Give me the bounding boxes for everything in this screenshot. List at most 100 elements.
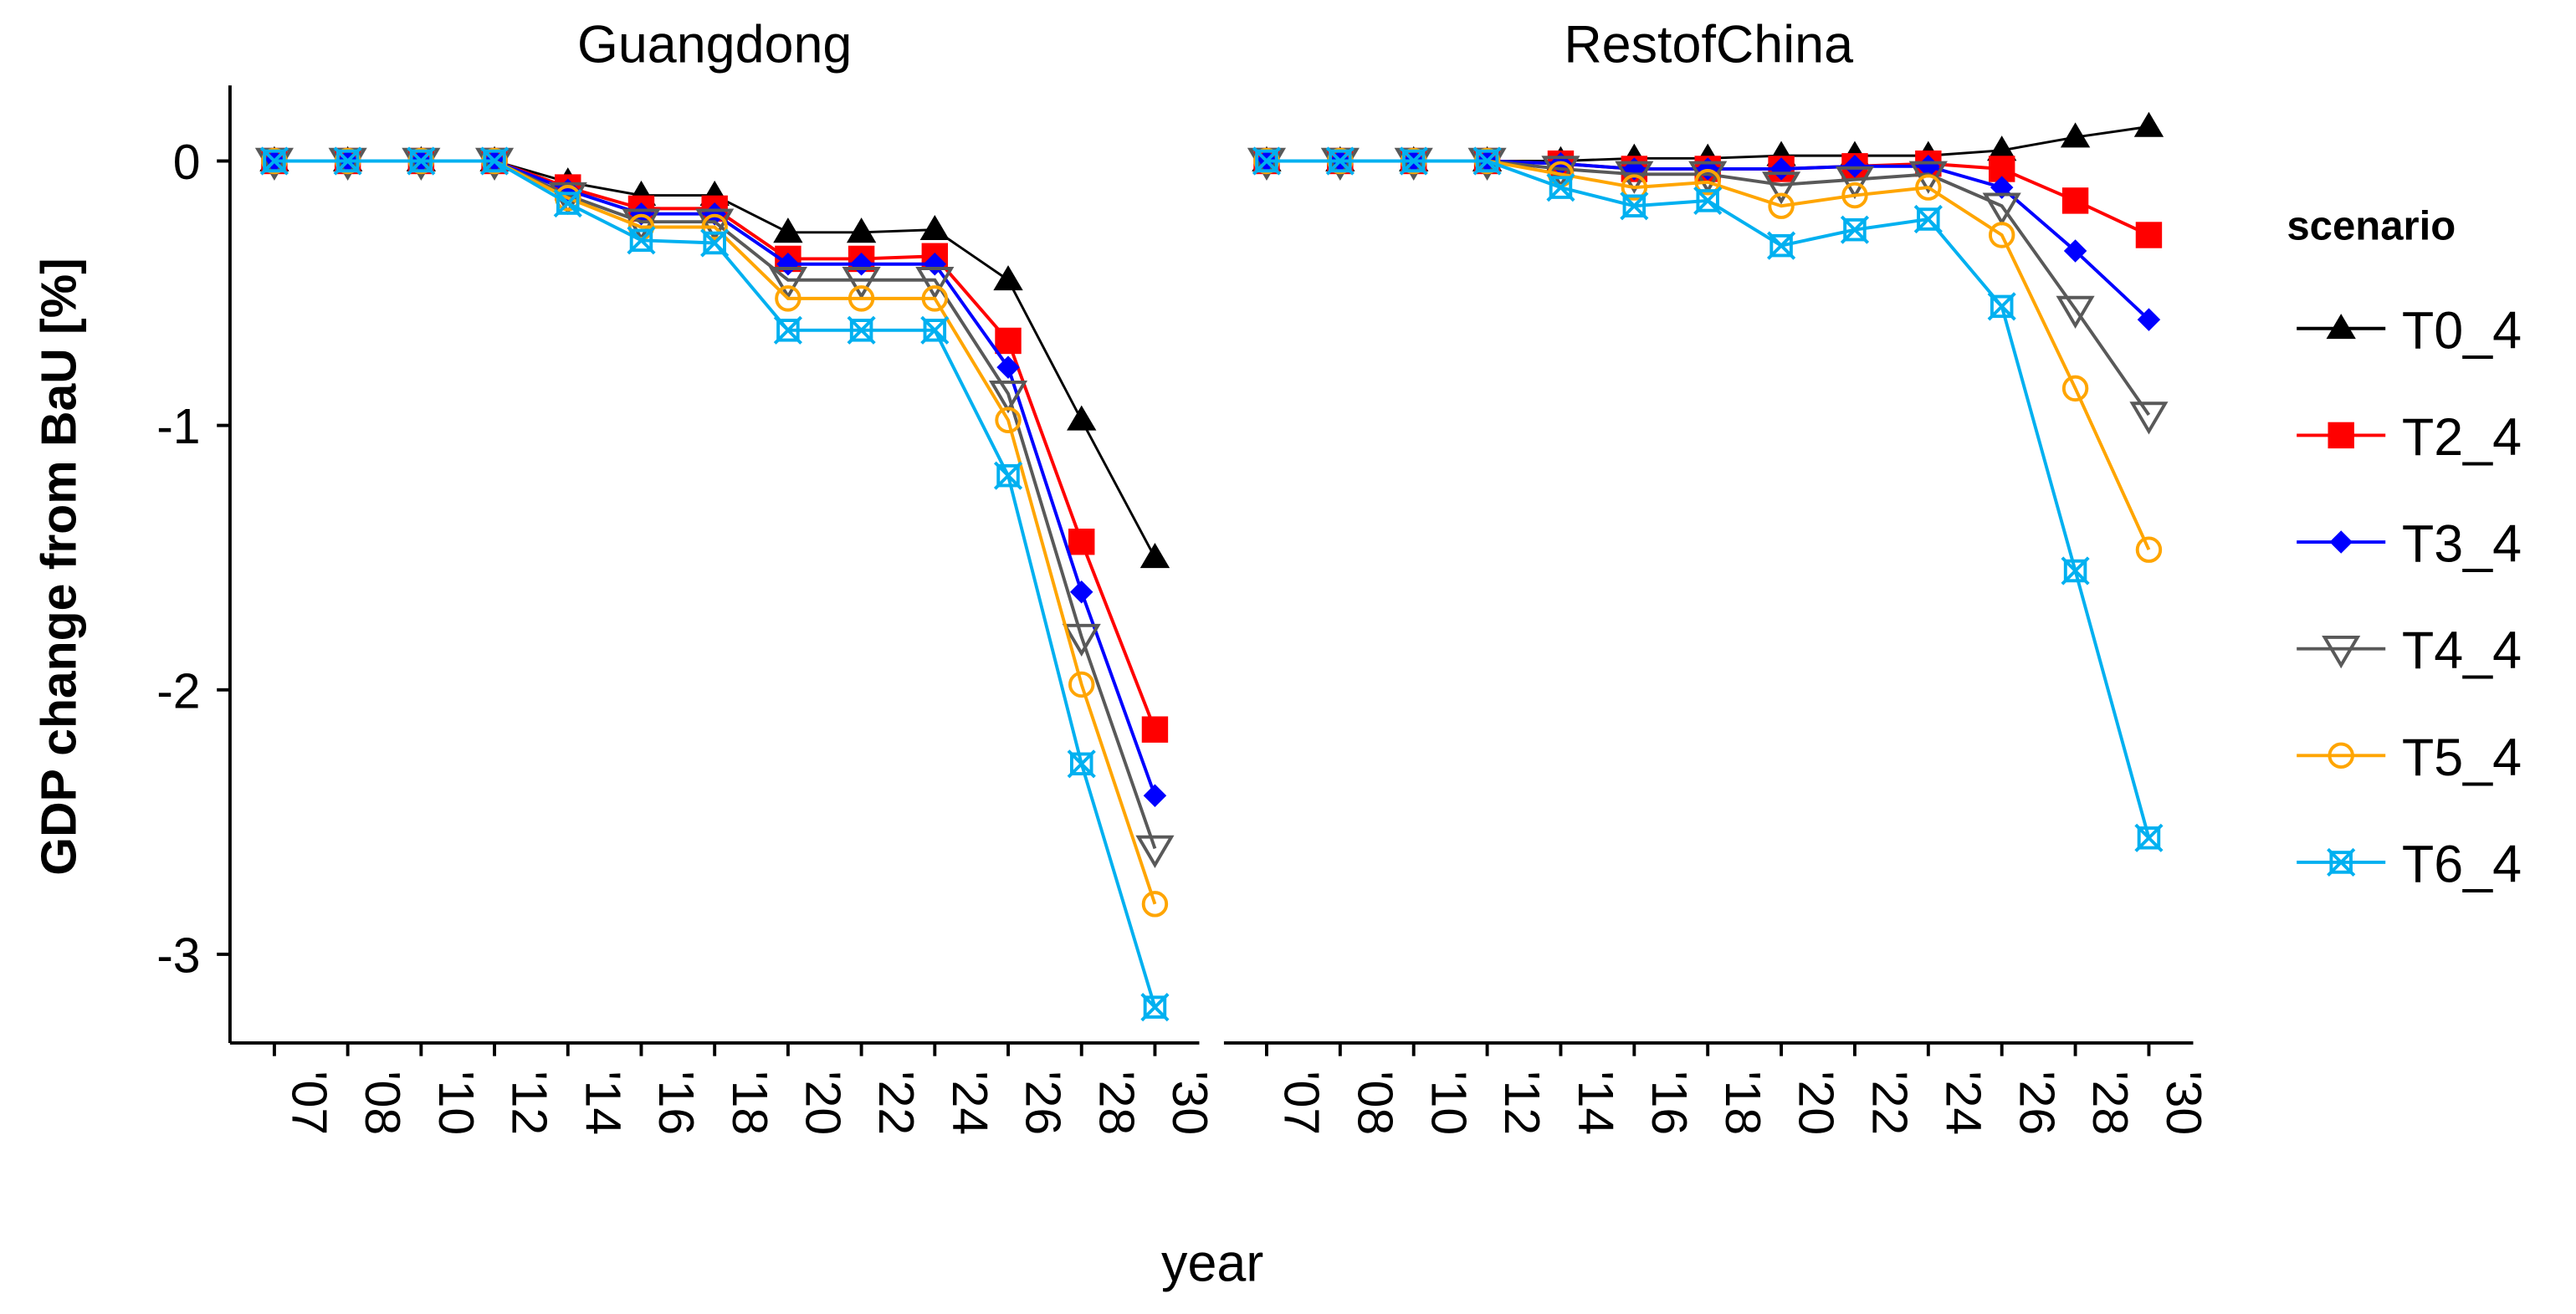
data-point (2060, 122, 2091, 148)
series-T4_4 (254, 147, 1175, 868)
series-T6_4 (259, 146, 1170, 1022)
data-point (1688, 161, 1728, 194)
legend-item-T0_4: T0_4 (2297, 301, 2522, 360)
data-point (1908, 161, 1948, 194)
data-point (2129, 401, 2169, 435)
x-tick-label: '24 (942, 1071, 996, 1135)
data-point (2135, 222, 2163, 248)
data-point (1472, 146, 1502, 176)
data-point (920, 315, 950, 345)
x-tick-label: '18 (722, 1071, 776, 1135)
series-line (274, 159, 1157, 1008)
legend-marker (2322, 635, 2361, 669)
data-point (1621, 174, 1648, 201)
x-tick-label: '10 (1421, 1071, 1475, 1135)
data-point (695, 208, 735, 242)
data-point (1062, 623, 1101, 657)
data-point (1615, 161, 1654, 194)
x-tick-label: '08 (355, 1071, 409, 1135)
data-point (1068, 671, 1095, 698)
legend-item-T5_4: T5_4 (2297, 729, 2522, 787)
x-tick-label: '30 (1162, 1071, 1216, 1135)
legend-label: T5_4 (2402, 729, 2522, 787)
data-point (846, 217, 877, 243)
data-point (1620, 192, 1649, 221)
data-point (259, 146, 289, 176)
data-point (2134, 823, 2164, 852)
data-point (1140, 993, 1170, 1022)
data-point (1915, 174, 1942, 201)
data-point (2061, 375, 2089, 402)
x-tick-label: '07 (282, 1071, 336, 1135)
legend: scenario T0_4 T2_4 T3_4 T4_4 T5_4 T6_4 (2287, 204, 2522, 894)
data-point (1399, 146, 1428, 176)
x-axis-label: year (1161, 1235, 1263, 1293)
x-tick-label: '28 (1088, 1071, 1143, 1135)
legend-label: T4_4 (2402, 621, 2522, 680)
data-point (1913, 204, 1943, 234)
data-point (1141, 891, 1169, 918)
x-tick-label: '12 (502, 1071, 556, 1135)
panel-guangdong: Guangdong 0 -1 -2 -3 '07 '08 '10 '12 '14 '16 '18 '20… (156, 16, 1216, 1135)
data-point (995, 327, 1022, 355)
x-tick-label: '16 (1641, 1071, 1696, 1135)
data-point (1987, 135, 2017, 161)
data-point (479, 146, 510, 176)
data-point (775, 285, 801, 312)
data-point (2063, 239, 2087, 263)
legend-marker (2328, 742, 2354, 769)
panel-restofchina: RestofChina '07 '08 '10 '12 '14 '16 '18 '20 '22 '2… (1223, 16, 2210, 1135)
data-point (921, 285, 949, 312)
data-point (1841, 182, 1868, 209)
data-point (2135, 536, 2163, 563)
data-point (1768, 192, 1795, 219)
x-tick-label: '24 (1935, 1071, 1990, 1135)
data-point (407, 146, 436, 176)
data-point (1843, 155, 1867, 178)
legend-item-T2_4: T2_4 (2297, 408, 2522, 467)
data-point (1069, 580, 1093, 604)
data-point (768, 267, 807, 300)
data-point (848, 285, 875, 312)
x-tick-label: '10 (428, 1071, 483, 1135)
series-line (1266, 159, 2150, 321)
data-point (1694, 169, 1721, 196)
panel-title: Guangdong (577, 16, 852, 74)
data-point (1252, 146, 1282, 176)
y-axis-label: GDP change from BaU [%] (32, 258, 86, 875)
data-point (1546, 172, 1575, 202)
data-point (1840, 215, 1870, 244)
data-point (1325, 146, 1355, 176)
legend-item-T4_4: T4_4 (2297, 621, 2522, 680)
data-point (1982, 192, 2021, 226)
series-T5_4 (261, 147, 1169, 918)
x-tick-label: '08 (1347, 1071, 1401, 1135)
data-point (847, 315, 876, 345)
legend-item-T6_4: T6_4 (2297, 836, 2522, 894)
data-point (627, 226, 656, 255)
data-point (1068, 529, 1095, 555)
y-tick-label: -3 (156, 929, 200, 984)
data-point (1135, 835, 1175, 868)
data-point (333, 146, 362, 176)
data-point (842, 267, 881, 300)
legend-label: T3_4 (2402, 515, 2522, 574)
data-point (1987, 292, 2016, 321)
legend-marker (2328, 422, 2354, 449)
data-point (1917, 155, 1940, 178)
series-line (274, 159, 1157, 850)
legend-marker (2326, 314, 2356, 340)
x-tick-label: '18 (1715, 1071, 1769, 1135)
data-point (553, 188, 582, 218)
data-point (2056, 295, 2095, 330)
legend-title: scenario (2287, 204, 2456, 249)
x-tick-label: '20 (795, 1071, 849, 1135)
data-point (995, 406, 1022, 434)
data-point (701, 213, 728, 241)
data-point (773, 217, 803, 243)
x-tick-label: '26 (1016, 1071, 1070, 1135)
data-point (1693, 186, 1723, 215)
data-point (2133, 111, 2164, 137)
y-tick-label: -1 (156, 400, 200, 454)
data-point (996, 355, 1020, 379)
